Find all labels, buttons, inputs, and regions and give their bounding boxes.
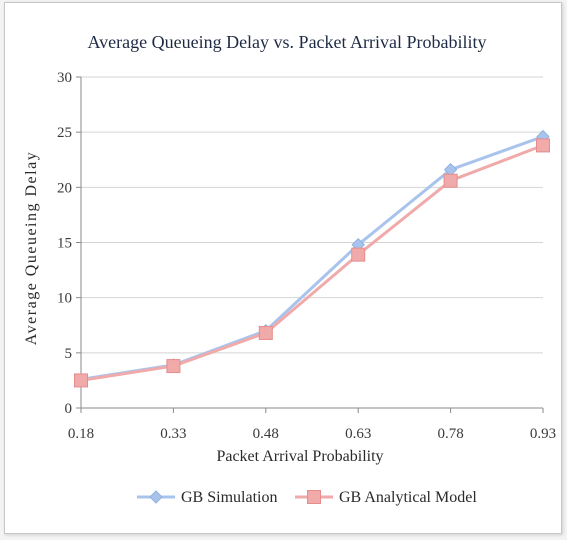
data-point bbox=[74, 373, 88, 388]
legend-item: GB Analytical Model bbox=[295, 489, 477, 506]
data-point bbox=[166, 359, 181, 374]
y-tick-label: 5 bbox=[65, 346, 73, 362]
legend-label: GB Analytical Model bbox=[339, 489, 477, 506]
grid-lines bbox=[81, 76, 543, 354]
x-tick-label: 0.18 bbox=[68, 426, 94, 442]
y-axis-title: Average Queueing Delay bbox=[23, 151, 40, 345]
x-tick-label: 0.33 bbox=[160, 426, 186, 442]
axes bbox=[76, 76, 544, 413]
data-point bbox=[258, 325, 273, 340]
legend-marker bbox=[307, 490, 321, 504]
y-tick-label: 20 bbox=[57, 180, 72, 196]
y-tick-label: 15 bbox=[57, 236, 72, 252]
data-point bbox=[351, 247, 366, 262]
line-chart: Average Queueing Delay vs. Packet Arriva… bbox=[23, 32, 556, 506]
chart-title: Average Queueing Delay vs. Packet Arriva… bbox=[87, 32, 486, 52]
y-tick-label: 10 bbox=[57, 291, 72, 307]
y-tick-labels: 0 5 10 15 20 25 30 bbox=[57, 70, 72, 417]
series-line bbox=[80, 144, 544, 382]
x-tick-label: 0.63 bbox=[345, 426, 371, 442]
y-tick-label: 0 bbox=[65, 401, 73, 417]
series-gb-analytical-model bbox=[74, 138, 550, 388]
x-tick-label: 0.78 bbox=[437, 426, 463, 442]
y-tick-label: 30 bbox=[57, 70, 72, 86]
series bbox=[74, 129, 550, 388]
x-tick-label: 0.48 bbox=[253, 426, 279, 442]
data-point bbox=[536, 138, 550, 153]
y-tick-label: 25 bbox=[57, 125, 72, 141]
chart-frame: Average Queueing Delay vs. Packet Arriva… bbox=[4, 2, 562, 534]
data-point bbox=[443, 173, 458, 188]
legend-label: GB Simulation bbox=[181, 489, 277, 506]
legend: GB Simulation GB Analytical Model bbox=[137, 489, 477, 506]
legend-item: GB Simulation bbox=[137, 489, 277, 506]
x-axis-title: Packet Arrival Probability bbox=[216, 448, 383, 465]
x-tick-label: 0.93 bbox=[530, 426, 556, 442]
x-tick-labels: 0.18 0.33 0.48 0.63 0.78 0.93 bbox=[68, 426, 556, 442]
legend-marker bbox=[149, 490, 163, 504]
